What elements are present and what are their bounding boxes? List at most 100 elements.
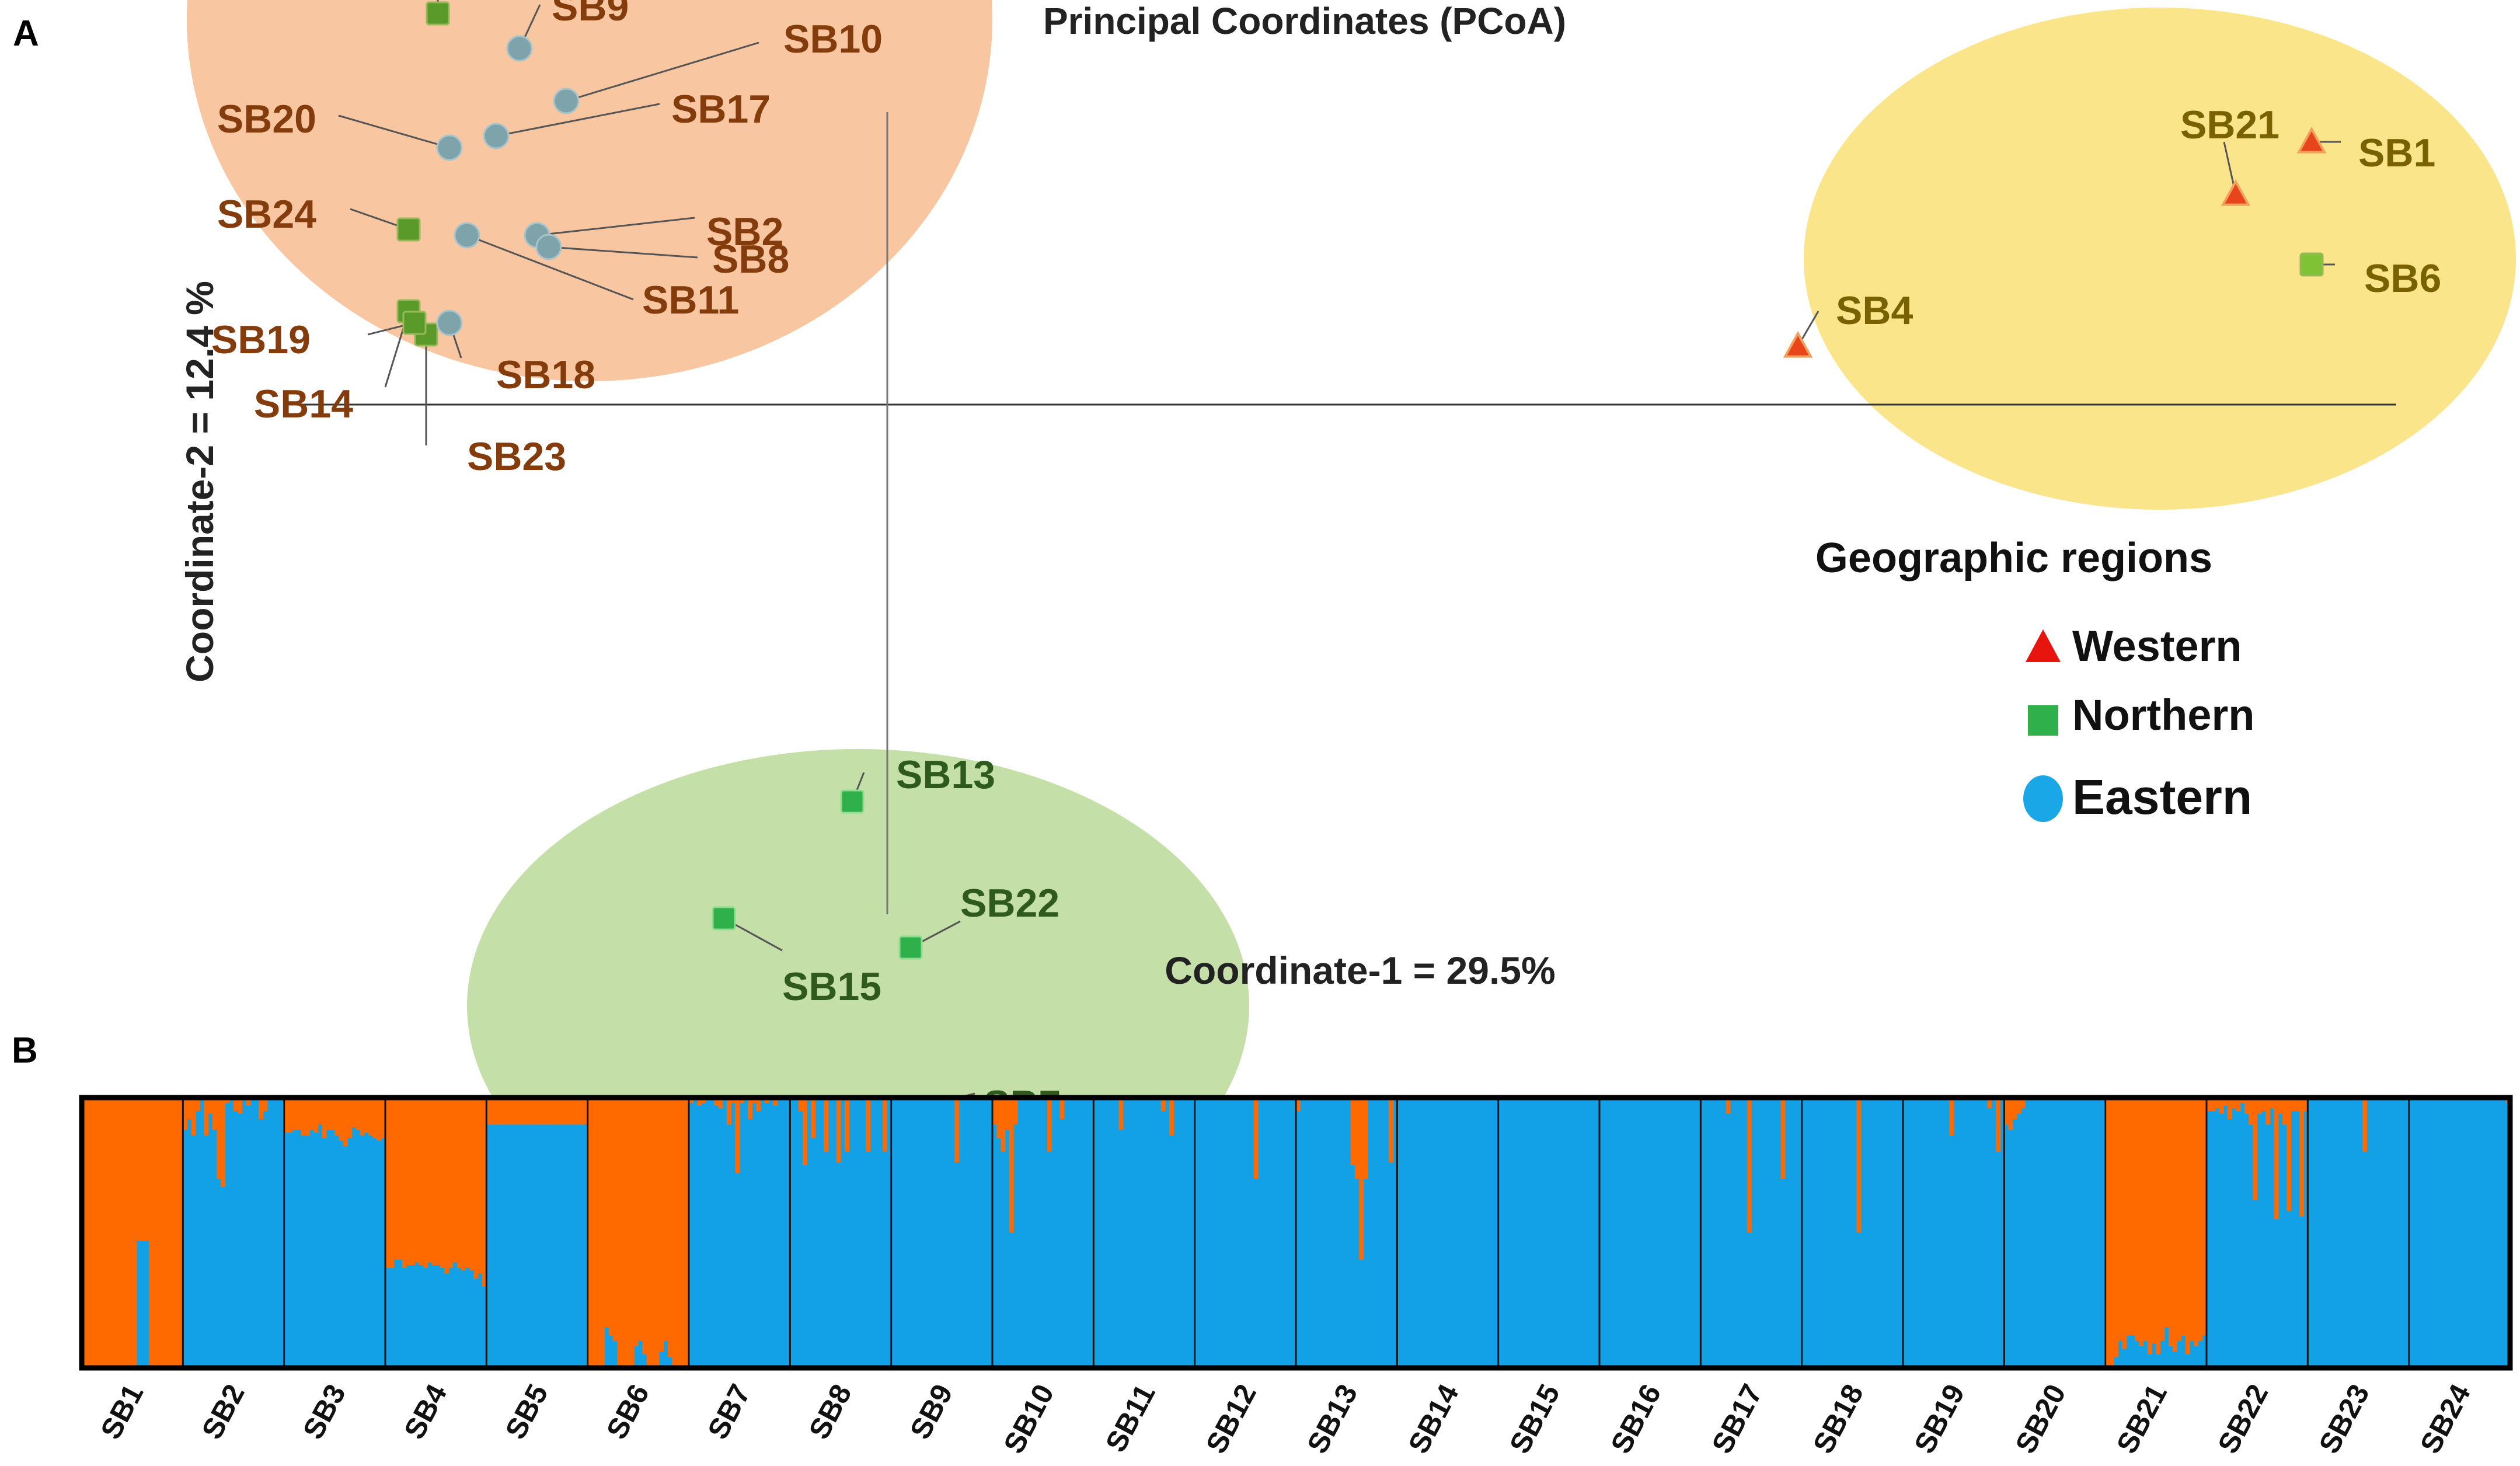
pcoa-point-sb21 xyxy=(2221,179,2251,206)
structure-bar-sb3-23 xyxy=(377,1098,382,1141)
structure-tick-label-sb24: SB24 xyxy=(2414,1379,2477,1459)
structure-frame xyxy=(79,1095,2513,1371)
structure-tick-label-sb22: SB22 xyxy=(2211,1379,2274,1459)
structure-bar-sb1-23 xyxy=(174,1098,179,1368)
structure-bar-sb2-14 xyxy=(238,1098,243,1114)
pcoa-point-label-sb16: SB16 xyxy=(147,0,246,3)
structure-bar-sb1-11 xyxy=(124,1098,129,1368)
structure-tick-label-sb21: SB21 xyxy=(2110,1379,2173,1459)
pcoa-point-label-sb22: SB22 xyxy=(960,881,1059,925)
structure-bar-sb22-4 xyxy=(2219,1098,2224,1114)
structure-bar-sb6-23 xyxy=(680,1098,685,1368)
structure-bar-sb17-7 xyxy=(1726,1098,1731,1114)
structure-bar-sb7-19 xyxy=(765,1098,769,1103)
structure-bar-sb6-4 xyxy=(600,1098,605,1368)
structure-bar-sb7-11 xyxy=(731,1098,736,1103)
structure-bar-sb22-16 xyxy=(2270,1098,2275,1109)
structure-bar-sb5-12 xyxy=(532,1098,538,1125)
pcoa-point-label-sb4: SB4 xyxy=(1836,288,1913,333)
pcoa-point-label-sb15: SB15 xyxy=(782,964,881,1009)
structure-bar-sb5-11 xyxy=(528,1098,534,1125)
structure-bar-sb6-2 xyxy=(591,1098,597,1368)
structure-tick-label-sb13: SB13 xyxy=(1301,1379,1364,1459)
structure-bar-sb22-3 xyxy=(2215,1098,2220,1109)
structure-bar-sb13-14 xyxy=(1350,1098,1355,1165)
structure-bar-sb6-17 xyxy=(655,1098,660,1368)
structure-bar-sb21-23 xyxy=(2198,1098,2203,1341)
structure-bar-sb22-8 xyxy=(2236,1098,2241,1112)
structure-bar-sb8-9 xyxy=(824,1098,828,1152)
structure-bar-sb21-8 xyxy=(2135,1098,2140,1341)
structure-bar-sb22-14 xyxy=(2261,1098,2266,1112)
pcoa-point-label-sb14: SB14 xyxy=(254,382,353,426)
structure-bar-sb5-18 xyxy=(558,1098,563,1125)
structure-bar-sb17-20 xyxy=(1780,1098,1786,1179)
structure-bar-sb5-17 xyxy=(553,1098,559,1125)
structure-bar-sb21-3 xyxy=(2114,1098,2118,1357)
cluster-ellipse-right xyxy=(1804,8,2516,510)
structure-tick-label-sb11: SB11 xyxy=(1099,1379,1162,1457)
structure-bar-sb1-21 xyxy=(166,1098,171,1368)
structure-bar-sb10-6 xyxy=(1013,1098,1018,1125)
legend-marker-northern xyxy=(2028,705,2058,736)
structure-bar-sb21-7 xyxy=(2131,1098,2135,1336)
structure-bar-sb3-6 xyxy=(305,1098,310,1136)
structure-bar-sb2-11 xyxy=(225,1098,230,1103)
structure-bar-sb7-1 xyxy=(689,1098,693,1103)
pcoa-point-label-sb13: SB13 xyxy=(896,753,995,797)
structure-bar-sb11-7 xyxy=(1118,1098,1124,1130)
structure-bar-sb21-5 xyxy=(2122,1098,2127,1349)
structure-bar-sb3-7 xyxy=(309,1098,314,1130)
structure-plot: SB1 SB2 SB3 SB4 SB5 SB6 SB7 SB8 SB9 SB10 SB11 SB12 S… xyxy=(79,1095,2513,1459)
pcoa-point-label-sb19: SB19 xyxy=(211,318,311,362)
pcoa-point-sb15 xyxy=(712,906,736,931)
structure-bar-sb22-10 xyxy=(2244,1098,2249,1114)
structure-bar-sb2-4 xyxy=(196,1098,200,1112)
structure-bar-sb20-5 xyxy=(2021,1098,2026,1109)
structure-bar-sb19-21 xyxy=(1987,1098,1992,1109)
structure-bar-sb7-3 xyxy=(697,1098,702,1106)
panel-label-a: A xyxy=(13,13,39,54)
structure-bar-sb3-13 xyxy=(334,1098,340,1136)
pcoa-point-label-sb21: SB21 xyxy=(2180,103,2279,147)
structure-bar-sb5-22 xyxy=(575,1098,580,1125)
pcoa-point-sb1 xyxy=(2296,126,2327,154)
structure-bar-sb22-1 xyxy=(2207,1098,2211,1112)
structure-bar-sb2-7 xyxy=(208,1098,213,1114)
structure-bar-sb22-20 xyxy=(2287,1098,2292,1211)
structure-bar-sb3-14 xyxy=(339,1098,344,1141)
structure-bar-sb21-6 xyxy=(2126,1098,2131,1336)
structure-bar-sb4-1 xyxy=(385,1098,390,1268)
structure-bar-sb1-10 xyxy=(120,1098,124,1368)
structure-bar-sb19-23 xyxy=(1995,1098,2000,1152)
structure-bar-sb1-3 xyxy=(90,1098,95,1368)
structure-bar-sb21-14 xyxy=(2160,1098,2165,1341)
structure-bar-sb5-9 xyxy=(520,1098,525,1125)
structure-bar-sb6-14 xyxy=(642,1098,647,1354)
legend-label-northern: Northern xyxy=(2072,691,2254,739)
pcoa-point-label-sb18: SB18 xyxy=(496,353,595,397)
structure-bar-sb5-20 xyxy=(566,1098,571,1125)
structure-bar-sb18-14 xyxy=(1856,1098,1862,1233)
structure-bar-sb22-22 xyxy=(2295,1098,2300,1112)
structure-bar-sb4-19 xyxy=(461,1098,466,1271)
pcoa-point-label-sb23: SB23 xyxy=(467,434,566,479)
structure-bar-sb1-2 xyxy=(86,1098,91,1368)
structure-bar-sb10-1 xyxy=(992,1098,997,1125)
structure-bar-sb3-2 xyxy=(288,1098,293,1133)
structure-bar-sb5-16 xyxy=(549,1098,555,1125)
structure-bar-sb5-24 xyxy=(583,1098,588,1125)
structure-bar-sb10-2 xyxy=(996,1098,1002,1138)
structure-bar-sb6-12 xyxy=(634,1098,639,1346)
pcoa-point-sb12 xyxy=(426,1,450,26)
structure-bar-sb6-15 xyxy=(646,1098,651,1368)
structure-bar-sb21-21 xyxy=(2190,1098,2194,1341)
structure-bar-sb8-6 xyxy=(811,1098,816,1138)
structure-bar-sb7-8 xyxy=(718,1098,723,1109)
structure-bar-sb13-1 xyxy=(1296,1098,1301,1112)
structure-bar-sb4-17 xyxy=(452,1098,458,1263)
structure-bar-sb4-6 xyxy=(406,1098,411,1266)
structure-bar-sb1-14 xyxy=(136,1098,141,1241)
structure-bar-sb21-13 xyxy=(2156,1098,2161,1354)
